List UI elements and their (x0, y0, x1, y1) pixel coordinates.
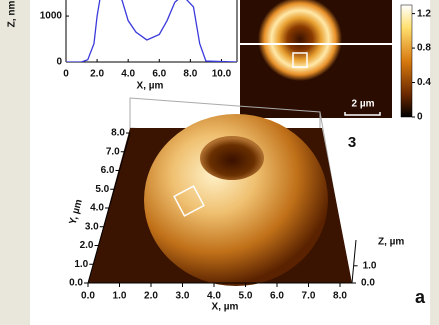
inset-x-label: X, µm (137, 81, 164, 92)
x-tick-label-3d: 6.0 (270, 291, 284, 302)
colorbar (400, 4, 413, 118)
x-tick-label: 8.0 (183, 69, 197, 80)
colorbar-tick-label: 0 (417, 112, 423, 123)
x-tick-label-3d: 7.0 (302, 291, 316, 302)
z-tick-label-3d: 0.0 (361, 278, 375, 289)
colorbar-tick-label: 1.2 (417, 8, 431, 19)
donut-hole (200, 136, 264, 180)
z-axis-3d (351, 239, 357, 284)
ring-image (258, 0, 342, 81)
x-tick-label: 2.0 (90, 69, 104, 80)
y-tick-label: 1000 (40, 11, 63, 22)
x-tick-label-3d: 5.0 (239, 291, 253, 302)
y-tick-label-3d: 6.0 (101, 165, 115, 176)
z-tick-label-3d: 1.0 (363, 260, 377, 271)
x-tick-label-3d: 0.0 (81, 291, 95, 302)
y-tick-label-3d: 5.0 (95, 184, 109, 195)
x-tick-label: 0 (63, 69, 69, 80)
selection-box-3d (173, 185, 205, 217)
scale-bar (344, 112, 381, 116)
colorbar-tick-label: 0.8 (417, 43, 431, 54)
x-tick-label-3d: 8.0 (333, 291, 347, 302)
x-tick-label: 6.0 (152, 69, 166, 80)
scale-bar-label: 2 µm (352, 99, 375, 110)
z-label-3d: Z, µm (378, 237, 404, 248)
inset-y-label: Z, nm (7, 1, 18, 28)
colorbar-tick-label: 0.4 (417, 77, 431, 88)
selection-box (292, 52, 308, 68)
y-tick-label-3d: 3.0 (85, 221, 99, 232)
y-tick-label-3d: 1.0 (74, 259, 88, 270)
y-tick-label-3d: 7.0 (106, 146, 120, 157)
profile-curve (66, 0, 237, 62)
x-tick-label: 4.0 (121, 69, 135, 80)
image-label: 3 (348, 134, 356, 151)
y-tick-label: 0 (56, 57, 62, 68)
y-tick-label-3d: 4.0 (90, 203, 104, 214)
donut-surface (144, 114, 328, 286)
y-tick-label-3d: 8.0 (111, 128, 125, 139)
x-tick-label-3d: 3.0 (176, 291, 190, 302)
panel-label: a (415, 287, 426, 307)
x-tick-label-3d: 4.0 (207, 291, 221, 302)
x-tick-label-3d: 2.0 (144, 291, 158, 302)
y-tick-label-3d: 0.0 (69, 278, 83, 289)
y-tick-label-3d: 2.0 (80, 240, 94, 251)
x-label-3d: X, µm (212, 302, 239, 313)
x-tick-label-3d: 1.0 (113, 291, 127, 302)
x-tick-label: 10.0 (212, 69, 232, 80)
